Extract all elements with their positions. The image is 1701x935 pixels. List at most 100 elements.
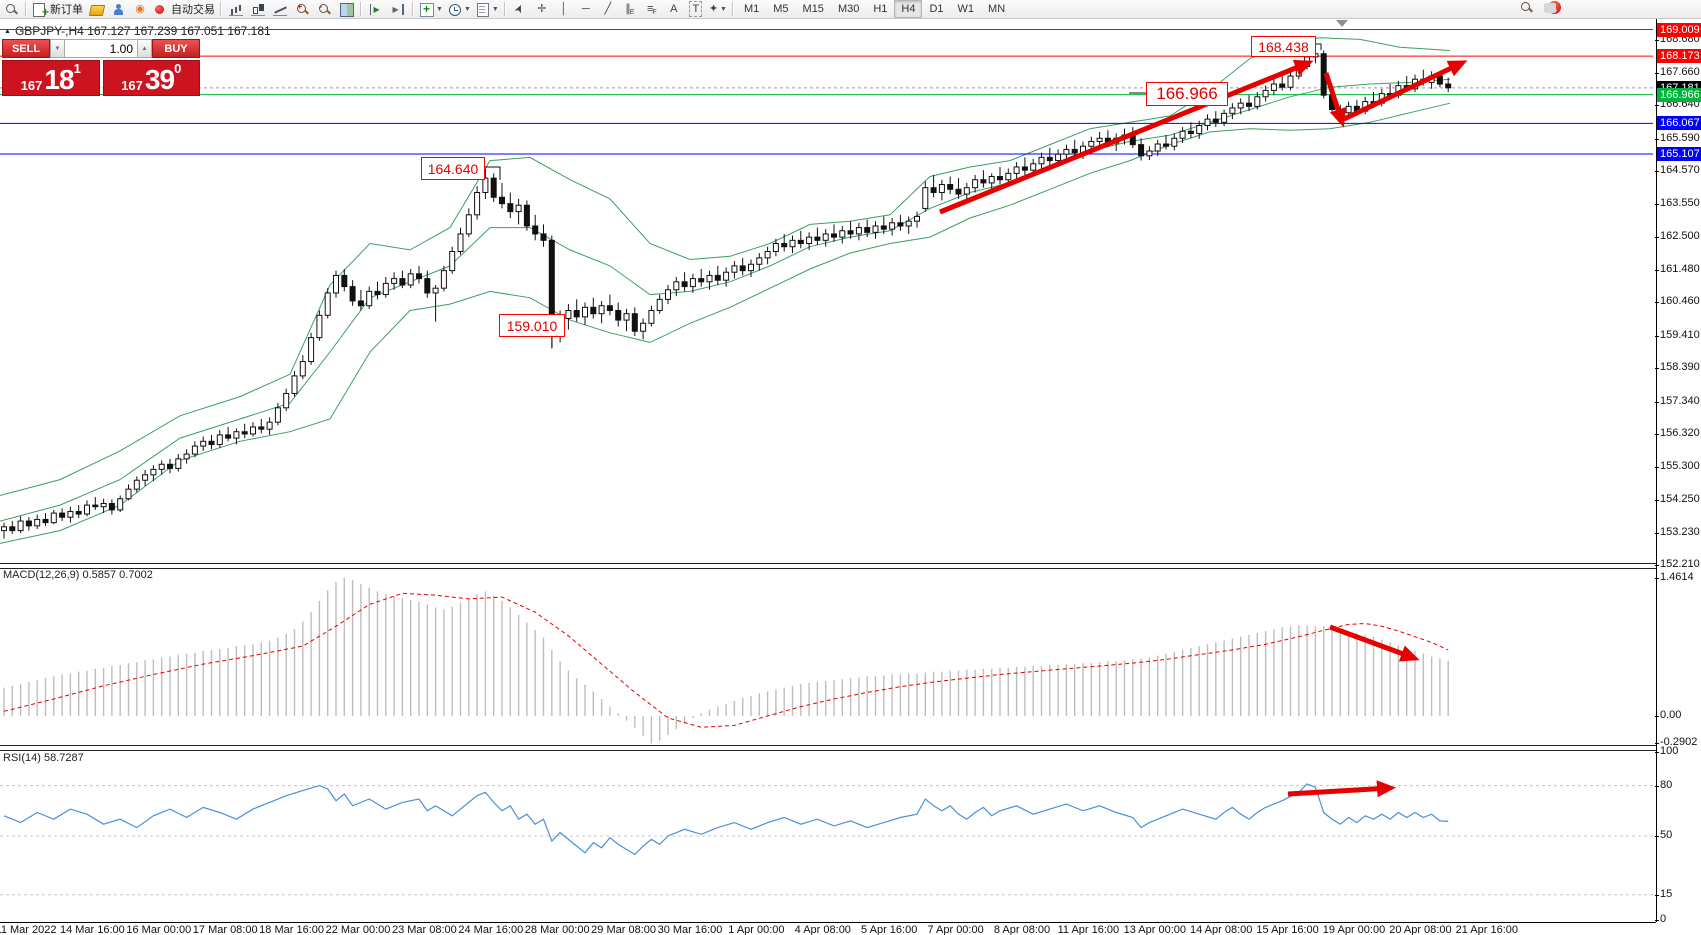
trend-arrow-price[interactable] [1342, 60, 1468, 122]
candle-bull [640, 322, 647, 332]
templates-icon[interactable]: ▼ [473, 1, 501, 17]
auto-scroll-icon[interactable] [365, 1, 387, 17]
periods-icon-dropdown[interactable]: ▼ [463, 5, 471, 13]
main-macd-separator[interactable] [0, 563, 1656, 569]
time-label: 30 Mar 16:00 [657, 924, 723, 935]
indicators-icon-dropdown[interactable]: ▼ [436, 5, 443, 13]
candle-bull [1229, 107, 1236, 114]
periods-icon[interactable]: ▼ [445, 1, 473, 17]
sell-price-integer: 167 [20, 78, 43, 93]
timeframe-m1[interactable]: M1 [743, 3, 760, 15]
tile-windows-icon[interactable] [335, 1, 357, 17]
autotrading-button[interactable]: 自动交易 [151, 1, 217, 17]
chart-shift-icon[interactable] [387, 1, 409, 17]
timeframe-m15[interactable]: M15 [802, 3, 824, 15]
candle-bull [648, 310, 655, 324]
time-axis[interactable]: 11 Mar 2022 14 Mar 16:00 16 Mar 00:00 17 Ma… [0, 922, 1656, 935]
trend-arrow-price[interactable] [1323, 72, 1347, 128]
candle-bear [1138, 144, 1145, 157]
price-annotation-159.010[interactable]: 159.010 [499, 314, 565, 337]
templates-icon-dropdown[interactable]: ▼ [491, 5, 499, 13]
candle-bull [963, 187, 970, 195]
signals-icon[interactable]: ◉ [129, 1, 151, 17]
timeframe-h1[interactable]: H1 [873, 3, 888, 15]
toolbar-separator [220, 2, 222, 16]
trend-arrow-macd[interactable] [1329, 624, 1420, 662]
time-label: 15 Apr 16:00 [1256, 924, 1319, 935]
history-center-icon[interactable] [85, 1, 107, 17]
fibonacci-tool-icon[interactable]: ≡ F [646, 3, 657, 16]
chart-shift-marker[interactable] [1336, 20, 1348, 27]
text-tool-icon[interactable]: A [670, 3, 678, 15]
bar-chart-icon[interactable] [225, 1, 247, 17]
timeframe-m30[interactable]: M30 [837, 3, 860, 15]
volume-decrease-button[interactable]: ▼ [50, 39, 65, 58]
candle-bear [631, 313, 638, 332]
horizontal-level-lines[interactable] [0, 29, 1653, 155]
vertical-line-tool-icon[interactable]: │ [560, 3, 568, 15]
volume-increase-button[interactable]: ▲ [137, 39, 152, 58]
time-label: 28 Mar 00:00 [524, 924, 590, 935]
trend-arrow-rsi[interactable] [1287, 780, 1396, 798]
channel-tool-icon[interactable]: ∥ E [625, 3, 635, 16]
candlestick-chart-icon[interactable] [247, 1, 269, 17]
price-annotation-166.966[interactable]: 166.966 [1146, 82, 1228, 106]
candle-bull [706, 274, 713, 283]
candle-bull [474, 191, 481, 216]
label-tool-icon[interactable]: T [685, 1, 707, 17]
timeframe-w1[interactable]: W1 [957, 3, 975, 15]
buy-button[interactable]: BUY [152, 39, 200, 58]
candle-bear [590, 306, 597, 315]
print-preview-icon[interactable] [0, 1, 22, 17]
shapes-tool-icon[interactable]: ✦ ▼ [708, 3, 727, 15]
contacts-icon [111, 3, 126, 16]
sell-price-display[interactable]: 167 18 1 [2, 60, 100, 96]
sell-button[interactable]: SELL [2, 39, 50, 58]
trendline-tool-icon[interactable]: ╱ [604, 3, 612, 15]
new-order-button-label: 新订单 [50, 4, 83, 16]
chart-area[interactable]: ▲ GBPJPY-,H4 167.127 167.239 167.051 167… [0, 19, 1701, 935]
candle-bull [291, 375, 298, 394]
candle-bull [1262, 89, 1269, 98]
history-center-icon [89, 3, 104, 16]
search-icon[interactable] [1519, 1, 1534, 14]
candle-bull [316, 314, 323, 339]
zoom-out-icon[interactable]: - [313, 1, 335, 17]
time-label: 4 Apr 08:00 [794, 924, 851, 935]
timeframe-m5[interactable]: M5 [773, 3, 789, 15]
time-label: 7 Apr 00:00 [927, 924, 984, 935]
candle-bull [1196, 124, 1203, 134]
zoom-in-icon[interactable]: + [291, 1, 313, 17]
horizontal-line-tool-icon[interactable]: ─ [581, 3, 590, 15]
rsi-label: RSI(14) 58.7287 [3, 752, 84, 764]
price-annotation-168.438[interactable]: 168.438 [1251, 36, 1316, 57]
candlesticks [1, 47, 1452, 539]
shapes-tool-icon-dropdown[interactable]: ▼ [720, 5, 727, 13]
contacts-icon[interactable] [107, 1, 129, 17]
price-annotation-164.640[interactable]: 164.640 [421, 157, 485, 180]
candle-bull [382, 282, 389, 296]
macd-rsi-separator[interactable] [0, 745, 1656, 751]
trend-arrows[interactable] [939, 60, 1468, 798]
trend-arrow-price[interactable] [939, 60, 1314, 215]
toolbar-separator [731, 2, 734, 16]
timeframe-mn[interactable]: MN [988, 3, 1006, 15]
autotrading-button-label: 自动交易 [171, 4, 215, 16]
cursor-tool-icon[interactable]: ➤ [512, 2, 528, 16]
timeframe-d1[interactable]: D1 [929, 3, 944, 15]
indicators-icon[interactable]: ▼ [417, 1, 445, 17]
new-order-button[interactable]: 新订单 [30, 1, 85, 19]
buy-price-display[interactable]: 167 39 0 [102, 60, 200, 96]
toolbar-group: ➤ ✛ │ ─ ╱ ∥ E ≡ F A T ✦ ▼ [509, 0, 729, 18]
timeframe-h4[interactable]: H4 [894, 0, 923, 18]
price-axis[interactable] [1656, 19, 1701, 922]
annotation-callout [1314, 43, 1322, 50]
chat-bubble-icon[interactable] [1544, 2, 1556, 13]
candle-bull [216, 434, 223, 445]
candle-bull [333, 274, 339, 294]
volume-input[interactable]: 1.00 [65, 39, 137, 58]
crosshair-tool-icon[interactable]: ✛ [537, 3, 547, 15]
line-chart-icon[interactable] [269, 1, 291, 17]
candle-bear [814, 236, 821, 241]
price-tick: 157.340 [1655, 394, 1700, 407]
